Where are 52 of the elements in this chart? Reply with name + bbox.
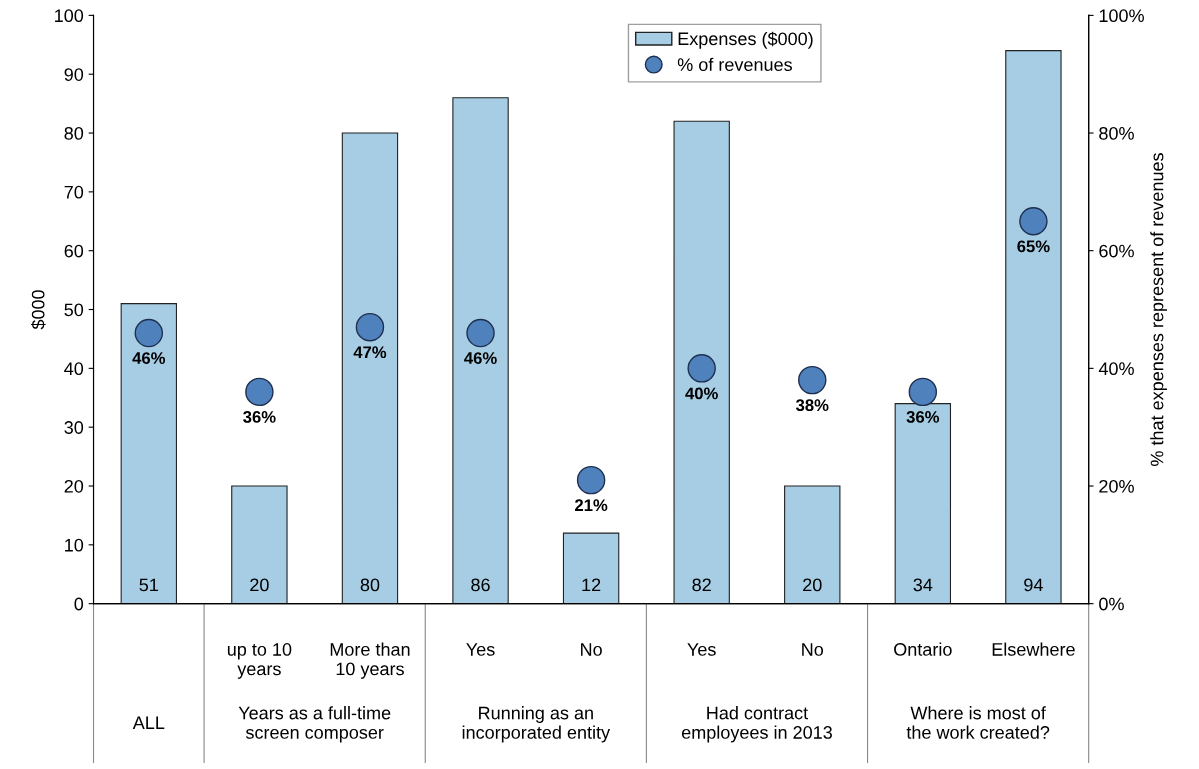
y-tick-label: 90 (64, 68, 84, 81)
data-label: 47% (353, 346, 387, 359)
y-tick-label: 100 (55, 9, 84, 23)
y-tick-label: 80 (64, 126, 84, 140)
y-tick-label: 10 (65, 538, 84, 552)
text: ALL (132, 716, 165, 729)
x-tick-label: More than 10 years (330, 642, 410, 679)
x-tick-label: Elsewhere (992, 642, 1075, 656)
data-label: 51 (139, 578, 158, 592)
x-tick-label: Ontario (894, 642, 952, 656)
y-tick-label: 40 (64, 362, 84, 376)
data-label: 82 (692, 578, 711, 592)
data-label: 38% (795, 399, 829, 412)
data-label: 46% (132, 352, 166, 364)
data-label: 36% (906, 411, 940, 423)
y2-tick-label: 20% (1099, 479, 1134, 493)
x-tick-label: No (581, 643, 602, 656)
text: Where is most of the work created? (906, 706, 1050, 739)
text: Years as a full-time screen composer (238, 706, 391, 743)
y-tick-label: 70 (64, 185, 84, 199)
data-label: 80 (360, 578, 380, 592)
x-tick-label: Yes (466, 643, 495, 656)
x-tick-label: Yes (687, 643, 716, 656)
legend-label: % of revenues (677, 57, 792, 72)
y2-tick-label: 100% (1099, 9, 1144, 23)
x-tick-label: up to 10 years (227, 643, 292, 679)
text: Had contract employees in 2013 (681, 706, 832, 743)
data-label: 21% (575, 499, 608, 512)
y2-tick-label: 80% (1099, 126, 1134, 140)
text: Running as an incorporated entity (462, 706, 611, 743)
data-label: 20 (250, 578, 269, 592)
y-tick-label: 0 (74, 597, 84, 611)
data-label: 94 (1024, 578, 1043, 592)
data-label: 46% (464, 352, 497, 364)
y-tick-label: 20 (64, 479, 84, 493)
y-tick-label: 50 (64, 303, 84, 317)
data-label: 65% (1017, 240, 1050, 253)
data-label: 20 (803, 578, 822, 592)
legend-label: Expenses ($000) (678, 31, 813, 49)
x-tick-label: No (802, 643, 824, 656)
data-label: 40% (685, 387, 718, 400)
data-label: 12 (582, 578, 601, 592)
y2-tick-label: 0% (1099, 597, 1124, 611)
data-label: 86 (471, 578, 490, 592)
y2-tick-label: 60% (1099, 244, 1134, 258)
data-label: 36% (243, 411, 276, 423)
data-label: 34 (913, 578, 933, 592)
y2-tick-label: 40% (1098, 362, 1134, 376)
y-tick-label: 60 (64, 244, 84, 258)
y-tick-label: 30 (64, 421, 84, 434)
y-axis-title: $000 (31, 290, 46, 330)
y2-axis-title: % that expenses represent of revenues (1150, 153, 1167, 466)
